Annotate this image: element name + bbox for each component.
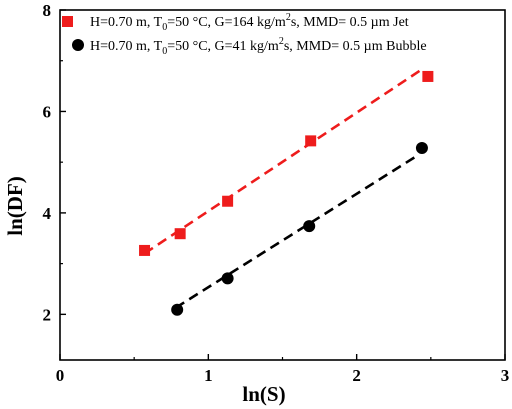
x-tick-label: 2: [352, 366, 361, 385]
data-point-jet: [422, 70, 434, 82]
data-points: [139, 70, 434, 316]
x-axis-title: ln(S): [242, 382, 285, 406]
y-tick-label: 8: [43, 1, 52, 20]
legend: H=0.70 m, T0=50 °C, G=164 kg/m2s, MMD= 0…: [62, 12, 427, 57]
data-point-jet: [305, 135, 317, 147]
data-point-jet: [139, 244, 151, 256]
data-point-jet: [174, 228, 186, 240]
fit-line-bubble: [175, 153, 420, 309]
data-point-jet: [222, 195, 234, 207]
y-tick-label: 6: [43, 102, 52, 121]
data-point-bubble: [415, 141, 428, 154]
y-axis-title: ln(DF): [3, 176, 27, 236]
axes: 0 1 2 3 2 4 6 8: [43, 1, 510, 385]
legend-label-jet: H=0.70 m, T0=50 °C, G=164 kg/m2s, MMD= 0…: [90, 12, 409, 33]
x-tick-label: 0: [56, 366, 65, 385]
data-point-bubble: [221, 272, 234, 285]
fit-line-jet: [143, 67, 425, 255]
y-tick-label: 4: [43, 204, 52, 223]
fit-lines: [143, 67, 425, 309]
x-tick-label: 1: [204, 366, 213, 385]
plot-frame: [59, 9, 506, 361]
data-point-bubble: [303, 220, 316, 233]
legend-marker-jet: [62, 16, 73, 27]
x-tick-label: 3: [501, 366, 510, 385]
y-tick-label: 2: [43, 305, 52, 324]
data-point-bubble: [171, 303, 184, 316]
legend-label-bubble: H=0.70 m, T0=50 °C, G=41 kg/m2s, MMD= 0.…: [90, 36, 427, 57]
legend-marker-bubble: [72, 39, 84, 51]
